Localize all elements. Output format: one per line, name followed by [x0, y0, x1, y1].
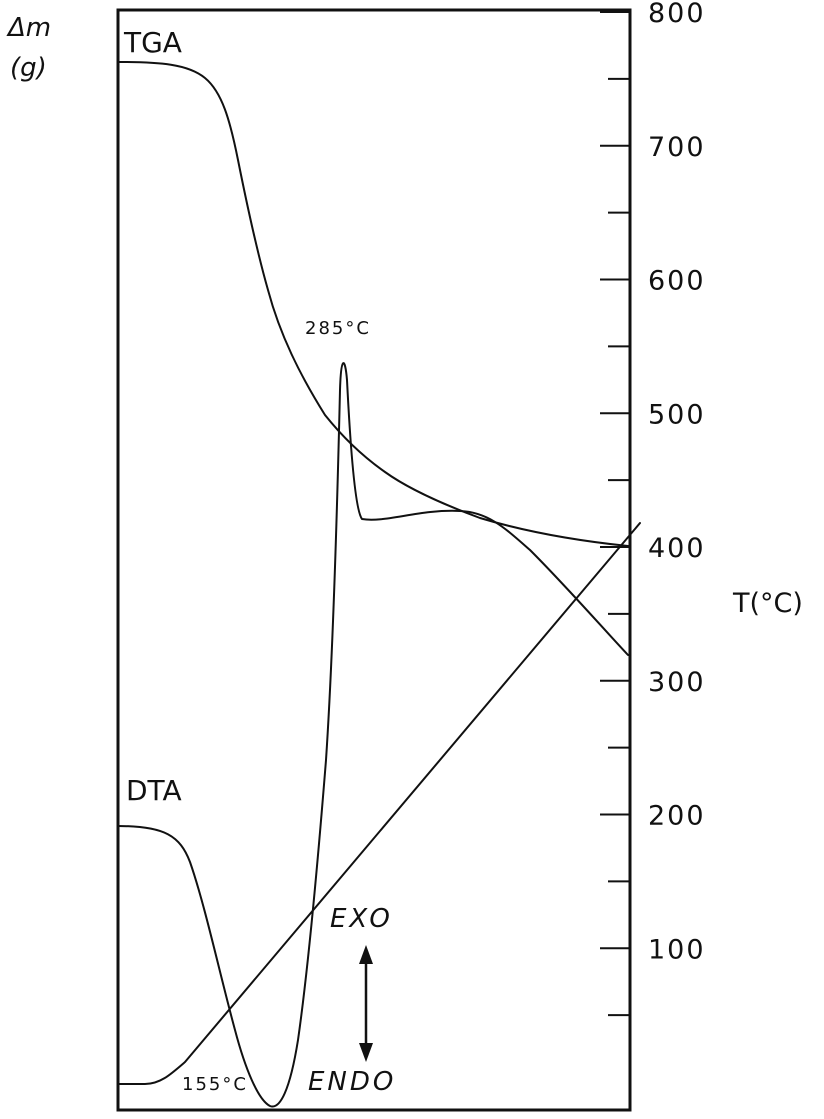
tick-label-300: 300 [648, 667, 706, 698]
annotation-peak-285: 285°C [305, 318, 371, 339]
temperature-ramp-line [117, 522, 641, 1085]
tick-label-100: 100 [648, 934, 706, 965]
annotation-peak-155: 155°C [182, 1074, 248, 1095]
plot-frame [116, 8, 632, 1112]
dta-curve [117, 362, 629, 1108]
exo-label: EXO [330, 904, 393, 934]
dta-series-label: DTA [126, 774, 182, 807]
tick-label-500: 500 [648, 399, 706, 430]
y-right-label: T(°C) [732, 588, 803, 619]
endo-label: ENDO [308, 1067, 396, 1097]
tga-series-label: TGA [123, 26, 182, 59]
tick-label-600: 600 [648, 266, 706, 297]
y-left-label-line1: Δm [6, 13, 51, 43]
y-left-label-line2: (g) [10, 53, 47, 83]
tick-label-800: 800 [648, 0, 706, 29]
right-axis-ticks: 100 200 300 400 500 600 700 800 [600, 0, 706, 1017]
tga-curve [117, 61, 629, 547]
tick-label-200: 200 [648, 801, 706, 832]
tick-label-400: 400 [648, 533, 706, 564]
exo-endo-arrow [359, 945, 373, 1062]
tick-label-700: 700 [648, 132, 706, 163]
